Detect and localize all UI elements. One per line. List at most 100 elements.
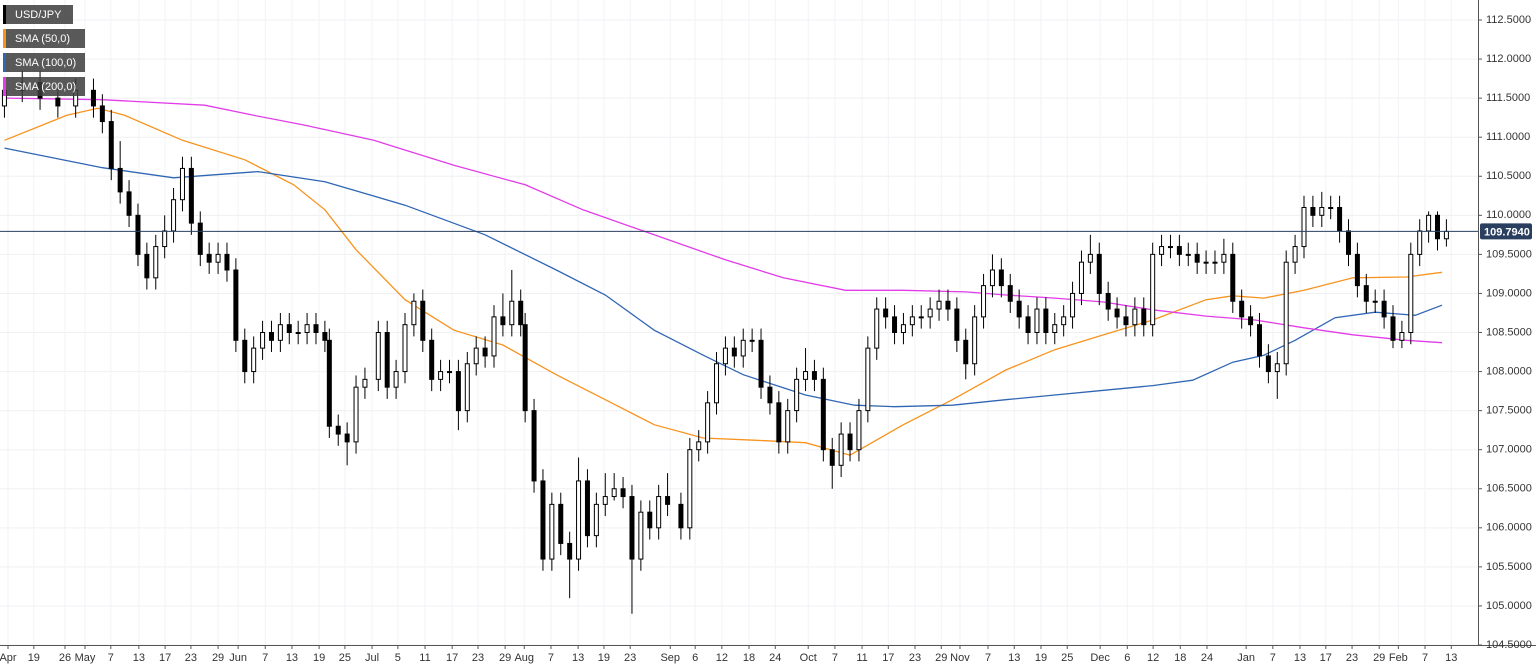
x-tick-label: 17 xyxy=(882,652,894,664)
y-tick-label: 107.0000 xyxy=(1486,444,1532,456)
x-tick-label: 25 xyxy=(1061,652,1073,664)
candle-body xyxy=(55,97,61,107)
legend-box xyxy=(3,5,73,24)
x-tick-label: 18 xyxy=(743,652,755,664)
candle-body xyxy=(1176,246,1182,255)
x-tick-label: Nov xyxy=(950,652,970,664)
candle-body xyxy=(847,433,853,451)
candle-body xyxy=(758,339,764,388)
y-tick-label: 110.5000 xyxy=(1486,170,1531,182)
candle-body xyxy=(491,316,497,357)
y-tick-label: 109.5000 xyxy=(1486,248,1532,260)
candle-body xyxy=(1417,230,1423,255)
legend-label: SMA (50,0) xyxy=(15,33,70,45)
last-price-label: 109.7940 xyxy=(1484,226,1530,238)
candle-body xyxy=(1283,261,1289,365)
candle-body xyxy=(981,285,987,318)
candle-body xyxy=(197,222,203,255)
candle-body xyxy=(1061,316,1067,326)
candle-body xyxy=(874,308,880,349)
x-tick-label: 19 xyxy=(313,652,325,664)
candle-body xyxy=(722,347,728,365)
x-tick-label: Jun xyxy=(229,652,247,664)
y-tick-label: 107.5000 xyxy=(1486,405,1532,417)
candle-body xyxy=(233,269,239,341)
y-tick-label: 110.0000 xyxy=(1486,209,1531,221)
candle-body xyxy=(1185,253,1191,256)
candle-body xyxy=(705,402,711,443)
x-tick-label: Dec xyxy=(1090,652,1110,664)
candle-body xyxy=(438,371,444,380)
candle-body xyxy=(1265,355,1271,373)
x-tick-label: 23 xyxy=(472,652,484,664)
candle-body xyxy=(1150,253,1156,326)
candle-body xyxy=(945,300,951,310)
candle-body xyxy=(972,316,978,365)
candle-body xyxy=(304,324,310,333)
x-tick-label: Feb xyxy=(1389,652,1408,664)
candle-body xyxy=(611,488,617,498)
last-price-box xyxy=(1480,223,1532,240)
candle-body xyxy=(909,316,915,326)
candle-body xyxy=(1399,332,1405,341)
candle-body xyxy=(455,371,461,412)
x-tick-label: 19 xyxy=(598,652,610,664)
candle-body xyxy=(1408,253,1414,333)
candle-body xyxy=(1319,207,1325,216)
candle-body xyxy=(268,332,274,341)
candle-body xyxy=(865,347,871,412)
candle-body xyxy=(464,363,470,412)
x-tick-label: 17 xyxy=(159,652,171,664)
candle-body xyxy=(820,378,826,451)
candle-body xyxy=(838,433,844,466)
y-tick-label: 108.0000 xyxy=(1486,365,1532,377)
x-tick-label: Sep xyxy=(660,652,680,664)
x-tick-label: Jan xyxy=(1237,652,1255,664)
candle-body xyxy=(1167,246,1173,249)
candle-body xyxy=(549,503,555,560)
candle-body xyxy=(918,316,924,319)
candle-body xyxy=(215,253,221,263)
candle-body xyxy=(313,324,319,333)
candle-body xyxy=(678,503,684,529)
legend-swatch xyxy=(3,29,6,48)
candle-body xyxy=(647,511,653,529)
x-tick-label: 7 xyxy=(985,652,991,664)
candle-body xyxy=(411,300,417,326)
candle-body xyxy=(584,480,590,537)
candle-body xyxy=(402,324,408,373)
candle-body xyxy=(482,347,488,357)
candle-body xyxy=(171,199,177,232)
x-tick-label: 11 xyxy=(856,652,867,664)
candle-body xyxy=(714,363,720,404)
x-tick-label: 7 xyxy=(1270,652,1276,664)
legend-label: USD/JPY xyxy=(15,9,62,21)
candle-body xyxy=(1301,207,1307,248)
candle-body xyxy=(629,496,635,560)
y-tick-label: 106.0000 xyxy=(1486,522,1532,534)
candle-body xyxy=(522,324,528,412)
plot-area xyxy=(0,0,1478,645)
x-tick-label: 7 xyxy=(832,652,838,664)
candle-body xyxy=(335,425,341,435)
candle-body xyxy=(936,300,942,310)
candle-body xyxy=(776,402,782,443)
candle-body xyxy=(1203,261,1209,264)
candle-body xyxy=(794,378,800,412)
candle-body xyxy=(251,347,257,373)
y-tick-label: 104.5000 xyxy=(1486,639,1532,651)
candle-body xyxy=(99,105,105,123)
y-tick-label: 109.0000 xyxy=(1486,287,1532,299)
x-tick-label: 7 xyxy=(262,652,268,664)
x-tick-label: 29 xyxy=(1373,652,1385,664)
candle-body xyxy=(749,339,755,342)
x-tick-label: 23 xyxy=(1346,652,1358,664)
x-tick-label: 13 xyxy=(1445,652,1457,664)
candle-body xyxy=(576,480,582,560)
candle-body xyxy=(567,542,573,560)
candle-body xyxy=(1025,316,1031,333)
y-tick-label: 112.0000 xyxy=(1486,53,1531,65)
sma-line xyxy=(4,97,1443,344)
candle-body xyxy=(963,339,969,365)
